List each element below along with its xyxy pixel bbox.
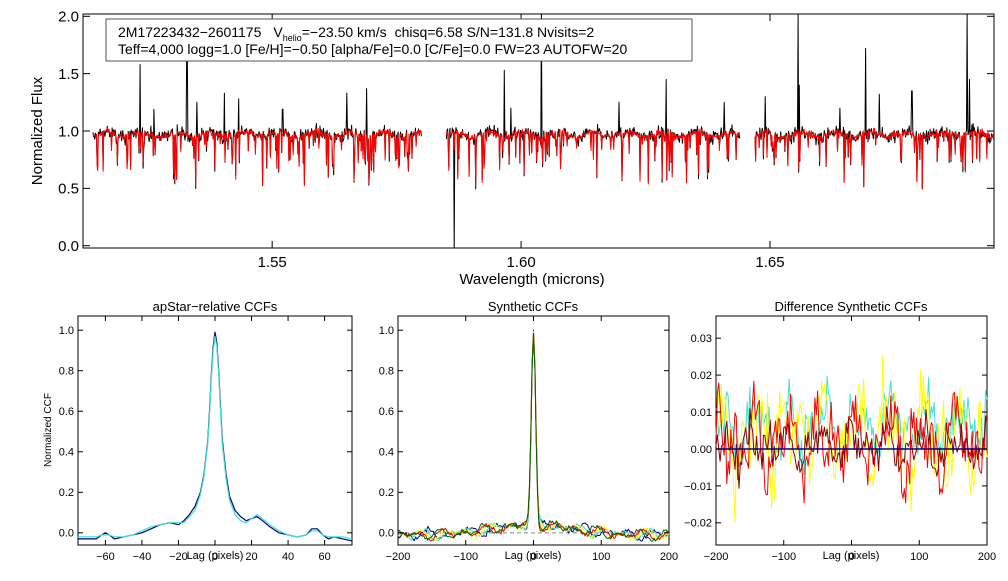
ccf3-xtick-label: 200 [978,551,996,563]
ccf2-series-line-2 [397,330,670,542]
annotation-vhelio-label: V [273,24,283,40]
ccf-panel-synthetic: −200 −100 0 100 200 0.0 0.2 0.4 0.6 0.8 1.0 Synthe… [379,299,678,563]
ccf2-xtick-label: 200 [660,551,678,563]
ccf1-ylabel: Normalized CCF [43,393,54,467]
ccf3-xtick-label: −200 [704,551,729,563]
ccf1-frame [77,315,353,546]
ccf2-ytick-label: 0.6 [379,406,394,418]
ccf1-xtick-label: 60 [318,551,330,563]
annotation-vhelio-sub: helio [283,33,302,43]
ccf3-ytick-label: 0.02 [691,370,712,382]
ccf1-ytick-label: 0.8 [59,366,74,378]
ccf1-ytick-label: 0.2 [59,487,74,499]
ccf2-ytick-label: 1.0 [379,325,394,337]
ccf2-series-line-1 [397,329,670,542]
ccf2-ytick-label: 0.2 [379,487,394,499]
spectrum-axes: 1.55 1.60 1.65 0.0 0.5 1.0 1.5 2.0 [58,9,994,271]
spectrum-observed-line [754,14,994,190]
spectrum-ytick-label: 0.5 [58,181,79,198]
spectrum-ytick-label: 0.0 [58,238,79,255]
spectrum-model-line [754,128,994,190]
ccf1-xtick-label: 20 [245,551,257,563]
spectrum-model-line [445,128,741,187]
ccf1-title: apStar−relative CCFs [153,299,278,314]
ccf2-series-line-4 [397,332,670,542]
ccf3-xlabel: Lag (pixels) [823,550,880,562]
ccf1-xtick-label: 0 [212,551,218,563]
spectrum-xlabel: Wavelength (microns) [459,271,604,288]
ccf1-xlabel: Lag (pixels) [187,550,244,562]
ccf3-series-line-3 [715,355,988,523]
ccf2-frame [397,315,670,546]
ccf1-ytick-label: 0.0 [59,528,74,540]
spectrum-ytick-label: 2.0 [58,9,79,26]
ccf1-series-line-1 [78,331,353,542]
ccf2-ytick-label: 0.0 [379,528,394,540]
spectrum-ylabel: Normalized Flux [29,76,46,185]
ccf1-series [78,331,353,542]
spectrum-ytick-label: 1.0 [58,123,79,140]
annotation-vhelio-value: =−23.50 km/s [302,24,387,40]
spectrum-ytick-label: 1.5 [58,66,79,83]
ccf1-ytick-label: 0.4 [59,447,74,459]
ccf1-xtick-label: −20 [169,551,188,563]
ccf2-title: Synthetic CCFs [488,299,579,314]
annotation-line2: Teff=4,000 logg=1.0 [Fe/H]=−0.50 [alpha/… [118,41,627,57]
spectrum-xtick-label: 1.55 [258,254,287,271]
annotation-stats: chisq=6.58 S/N=131.8 Nvisits=2 [395,24,595,40]
ccf3-ytick-label: 0.00 [691,444,712,456]
ccf3-ytick-label: 0.03 [691,333,712,345]
ccf1-series-line-2 [78,335,353,540]
ccf3-xtick-label: −100 [771,551,796,563]
spectrum-model-line [92,127,422,187]
ccf2-xtick-label: 0 [530,551,536,563]
ccf3-series-line-5 [715,406,988,489]
spectrum-observed-line [92,46,422,189]
ccf2-series-line-5 [397,333,670,542]
ccf2-xlabel: Lag (pixels) [505,550,562,562]
ccf1-ytick-label: 0.6 [59,406,74,418]
ccf1-xtick-label: 40 [282,551,294,563]
spectrum-xtick-label: 1.65 [755,254,784,271]
ccf3-series [715,355,988,523]
spectrum-panel: 1.55 1.60 1.65 0.0 0.5 1.0 1.5 2.0 2M17223432−2… [29,9,995,288]
ccf2-xtick-label: 100 [592,551,610,563]
spectrum-xtick-label: 1.60 [506,254,535,271]
ccf3-xtick-label: 0 [848,551,854,563]
ccf3-title: Difference Synthetic CCFs [775,299,928,314]
spectrum-series [92,14,994,248]
ccf1-xtick-label: −40 [133,551,152,563]
ccf-panel-apstar: −60 −40 −20 0 20 40 60 0.0 0.2 0.4 0.6 0.8 1.0 apSta… [43,299,353,563]
spectrum-annotation-box [105,18,693,62]
ccf3-axes: −200 −100 0 100 200 −0.02 −0.01 0.00 0.01 0.02 0.0… [684,316,996,563]
ccf1-axes: −60 −40 −20 0 20 40 60 0.0 0.2 0.4 0.6 0.8 1.0 [59,316,352,563]
ccf-panel-difference: −200 −100 0 100 200 −0.02 −0.01 0.00 0.01 0.02 0.0… [684,299,996,563]
ccf2-xtick-label: −200 [386,551,411,563]
ccf3-series-line-2 [715,375,988,475]
ccf2-axes: −200 −100 0 100 200 0.0 0.2 0.4 0.6 0.8 1.0 [379,316,678,563]
ccf3-ytick-label: −0.02 [684,518,712,530]
ccf2-xtick-label: −100 [453,551,478,563]
annotation-star: 2M17223432−2601175 [118,24,262,40]
annotation-line1: 2M17223432−2601175 Vhelio=−23.50 km/s chis… [118,24,594,43]
ccf2-ytick-label: 0.4 [379,447,394,459]
ccf3-ytick-label: 0.01 [691,407,712,419]
ccf1-xtick-label: −60 [96,551,115,563]
ccf3-xtick-label: 100 [910,551,928,563]
ccf2-series [397,329,670,542]
ccf3-ytick-label: −0.01 [684,481,712,493]
ccf1-ytick-label: 1.0 [59,325,74,337]
ccf2-series-line-3 [397,331,670,541]
ccf2-ytick-label: 0.8 [379,366,394,378]
